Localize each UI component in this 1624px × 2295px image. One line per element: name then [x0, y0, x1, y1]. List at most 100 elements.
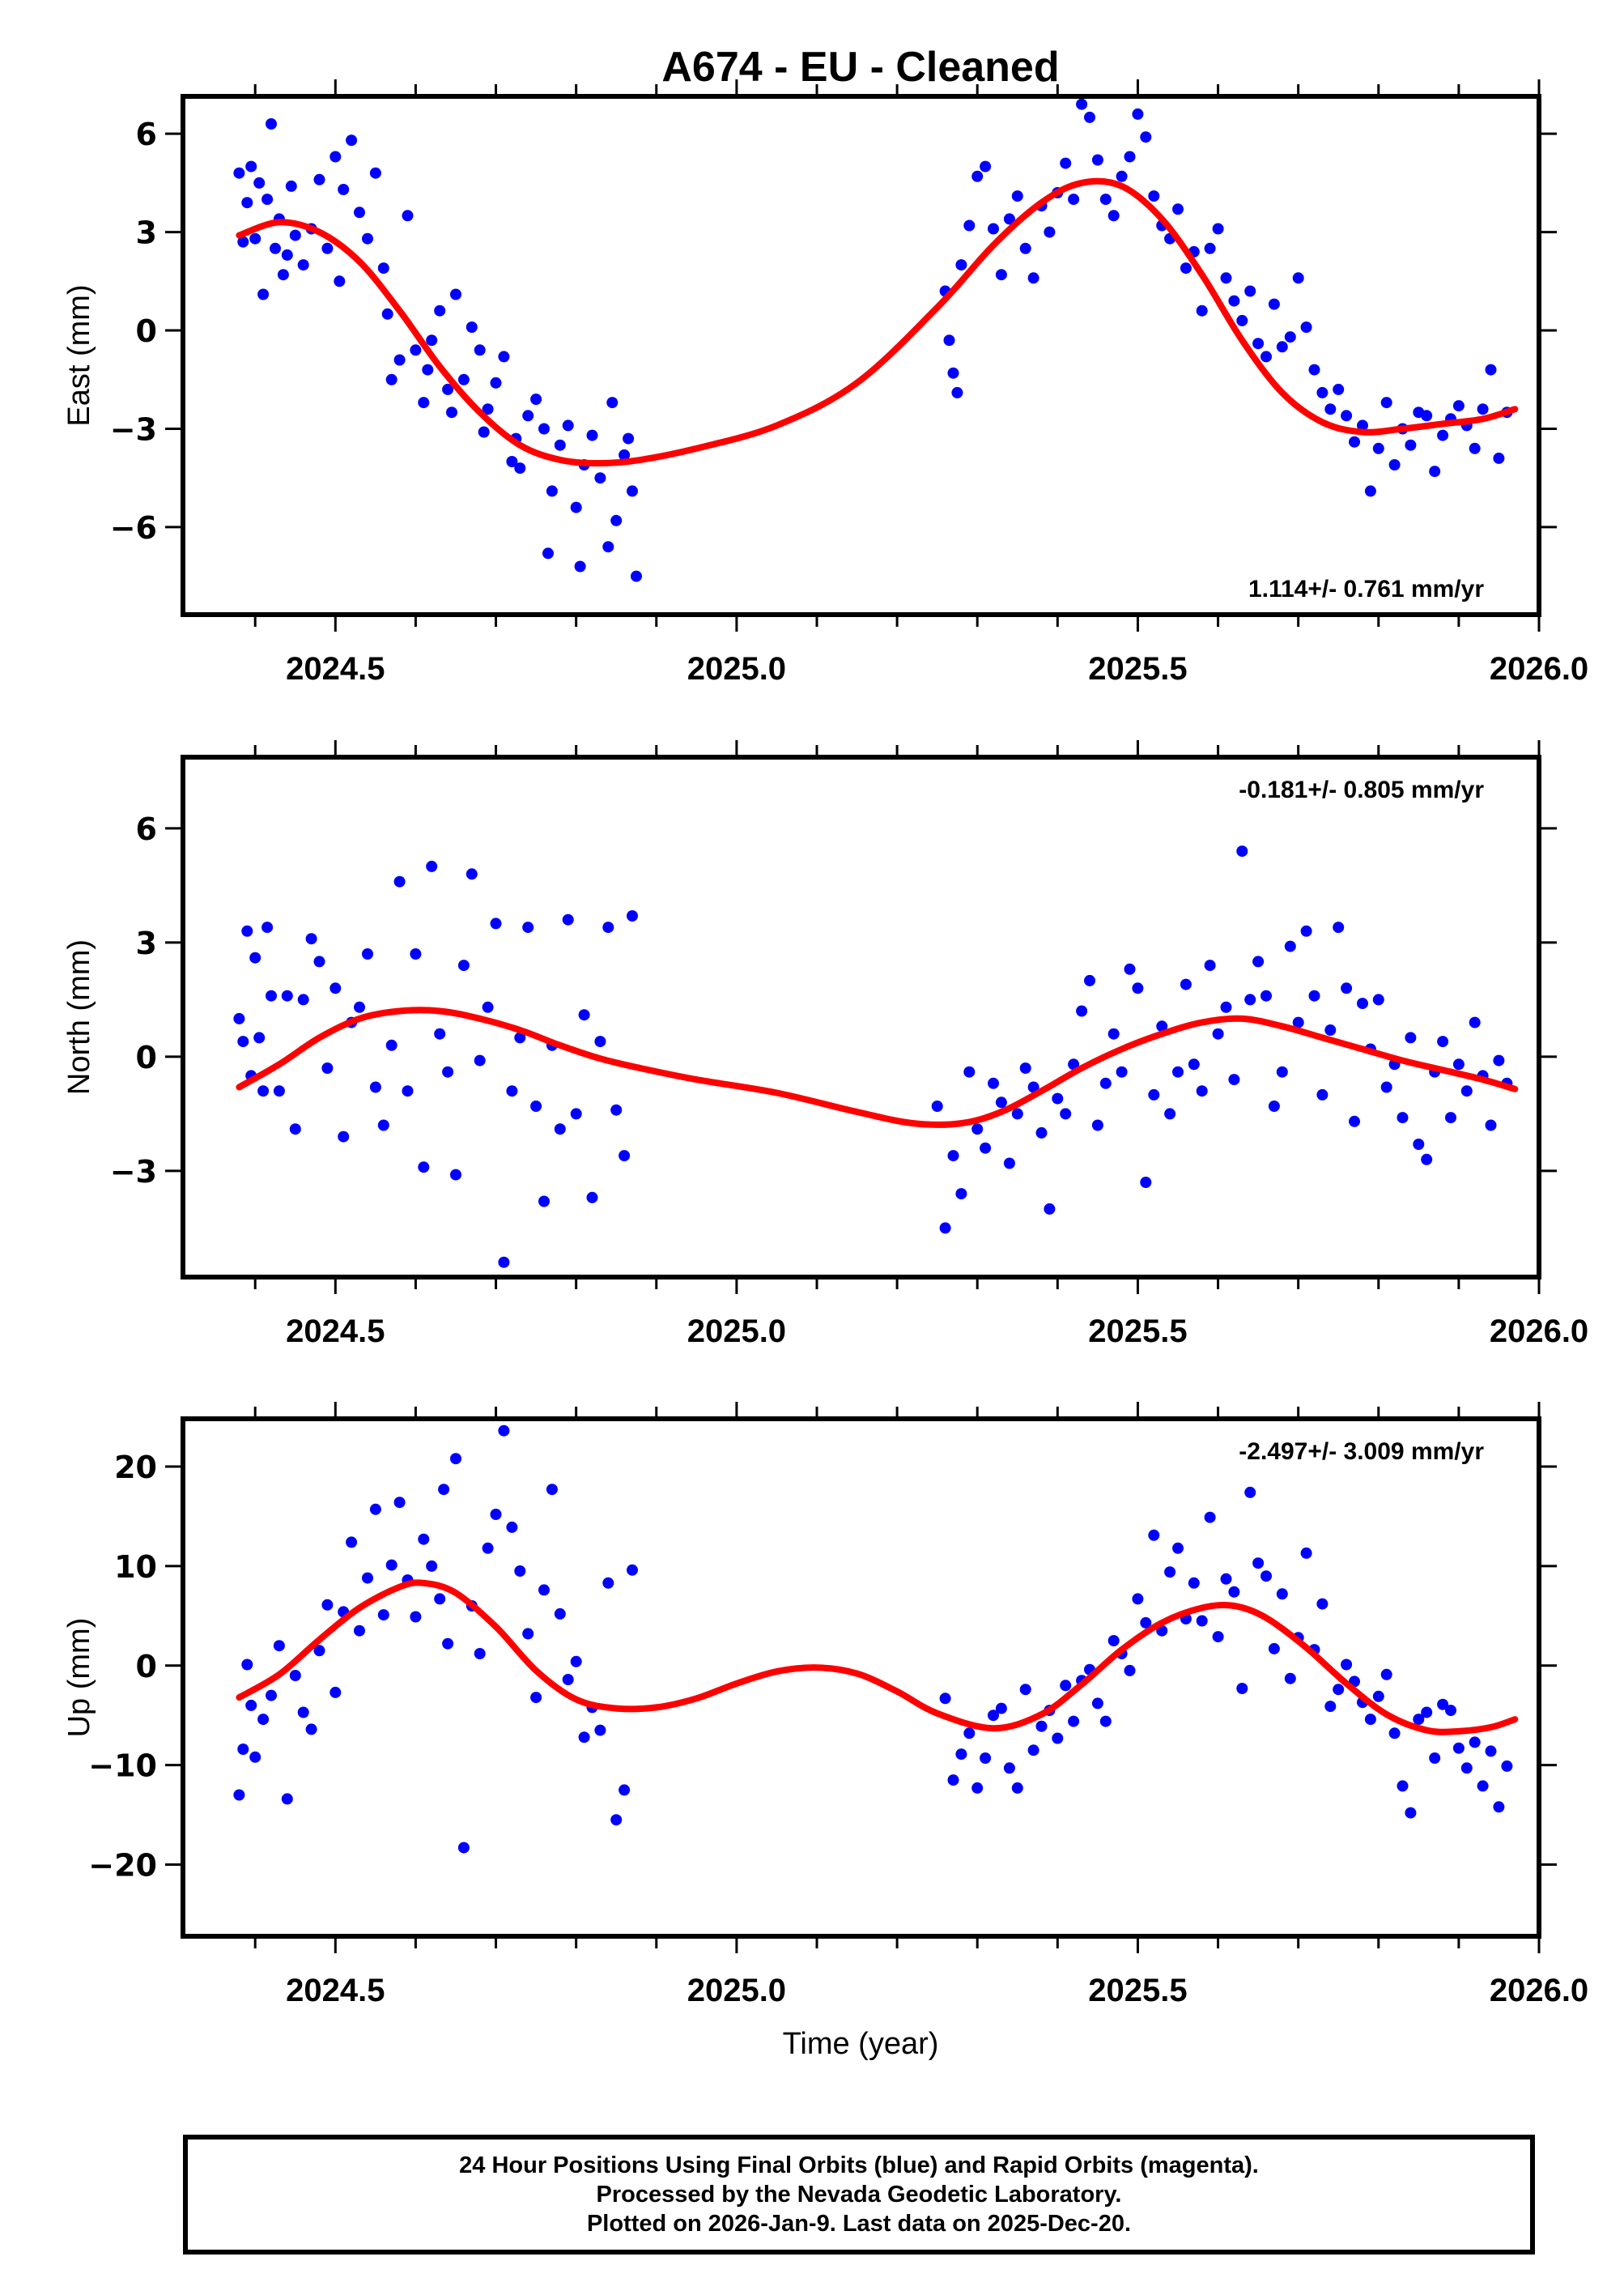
- data-point: [586, 1191, 598, 1203]
- data-point: [369, 167, 381, 179]
- data-point: [1268, 298, 1280, 310]
- data-point: [506, 1521, 518, 1533]
- data-point: [1485, 1745, 1497, 1757]
- data-point: [623, 432, 635, 445]
- data-point: [329, 1686, 342, 1698]
- data-point: [377, 1609, 389, 1621]
- data-point: [1469, 1016, 1481, 1028]
- data-point: [1372, 442, 1384, 454]
- data-point: [1132, 1593, 1144, 1605]
- data-point: [586, 429, 598, 441]
- data-points: [233, 845, 1513, 1268]
- data-point: [321, 1599, 334, 1611]
- data-point: [1068, 1715, 1080, 1727]
- data-point: [1148, 190, 1160, 202]
- data-point: [1493, 1801, 1505, 1813]
- data-point: [1228, 1586, 1240, 1598]
- data-point: [334, 275, 346, 287]
- data-point: [955, 1748, 967, 1761]
- data-point: [1172, 1542, 1184, 1554]
- data-point: [1388, 1727, 1401, 1739]
- data-point: [1261, 351, 1272, 363]
- data-point: [474, 1054, 486, 1067]
- data-point: [329, 151, 342, 163]
- data-point: [1252, 956, 1265, 968]
- data-point: [354, 1624, 365, 1637]
- data-point: [1204, 1511, 1216, 1523]
- data-point: [297, 994, 309, 1006]
- data-point: [1019, 1062, 1031, 1074]
- data-point: [574, 560, 586, 573]
- data-point: [1316, 1598, 1329, 1610]
- data-point: [266, 990, 277, 1002]
- data-point: [506, 456, 518, 467]
- data-point: [1236, 314, 1248, 326]
- data-point: [1276, 341, 1288, 353]
- data-point: [1099, 1715, 1112, 1727]
- x-tick-label: 2025.0: [687, 1973, 786, 2008]
- data-point: [422, 364, 434, 376]
- data-point: [434, 1028, 446, 1040]
- data-point: [951, 386, 963, 398]
- data-point: [410, 344, 422, 356]
- data-point: [1364, 485, 1376, 497]
- data-point: [442, 1637, 454, 1650]
- data-point: [562, 1674, 574, 1685]
- data-point: [578, 1731, 590, 1744]
- data-point: [289, 1670, 301, 1681]
- data-point: [562, 913, 574, 926]
- data-point: [1180, 262, 1192, 275]
- data-point: [522, 410, 534, 422]
- data-point: [237, 236, 249, 248]
- data-point: [1228, 1074, 1240, 1086]
- data-point: [947, 1150, 959, 1162]
- y-tick-label: −3: [110, 411, 157, 447]
- data-point: [602, 1577, 614, 1589]
- data-point: [450, 1169, 461, 1181]
- data-point: [1140, 1177, 1152, 1188]
- data-point: [393, 875, 406, 888]
- data-point: [1341, 410, 1353, 422]
- data-point: [354, 207, 365, 219]
- data-point: [1493, 452, 1505, 464]
- data-point: [1493, 1054, 1505, 1067]
- data-point: [498, 1256, 510, 1268]
- data-point: [474, 344, 486, 356]
- data-point: [1292, 272, 1304, 284]
- data-point: [402, 210, 414, 222]
- y-tick-label: −20: [88, 1848, 157, 1884]
- data-point: [418, 1533, 430, 1545]
- data-point: [1164, 1108, 1176, 1120]
- footer-box: 24 Hour Positions Using Final Orbits (bl…: [183, 2135, 1535, 2255]
- data-point: [1397, 1112, 1409, 1124]
- data-point: [931, 1101, 943, 1112]
- data-point: [1268, 1101, 1280, 1112]
- data-point: [482, 403, 494, 415]
- data-point: [346, 1536, 358, 1548]
- data-point: [297, 259, 309, 271]
- data-point: [1084, 111, 1095, 123]
- data-point: [1300, 321, 1312, 333]
- data-point: [939, 1222, 951, 1234]
- data-point: [285, 180, 297, 192]
- data-point: [1220, 272, 1232, 284]
- data-point: [554, 1123, 566, 1135]
- data-point: [450, 1453, 461, 1465]
- data-point: [1477, 403, 1489, 415]
- data-point: [1405, 439, 1417, 451]
- data-point: [434, 304, 446, 317]
- data-point: [233, 1012, 245, 1024]
- data-point: [1284, 331, 1296, 343]
- data-point: [627, 1564, 638, 1576]
- data-point: [1052, 1732, 1064, 1744]
- data-point: [1405, 1807, 1417, 1819]
- data-point: [1300, 925, 1312, 937]
- data-point: [570, 501, 582, 513]
- data-point: [1276, 1066, 1288, 1078]
- data-point: [1212, 1631, 1224, 1643]
- data-point: [478, 426, 490, 438]
- data-point: [450, 288, 461, 300]
- data-point: [233, 167, 245, 179]
- data-point: [1164, 1566, 1176, 1578]
- data-point: [1196, 1615, 1208, 1627]
